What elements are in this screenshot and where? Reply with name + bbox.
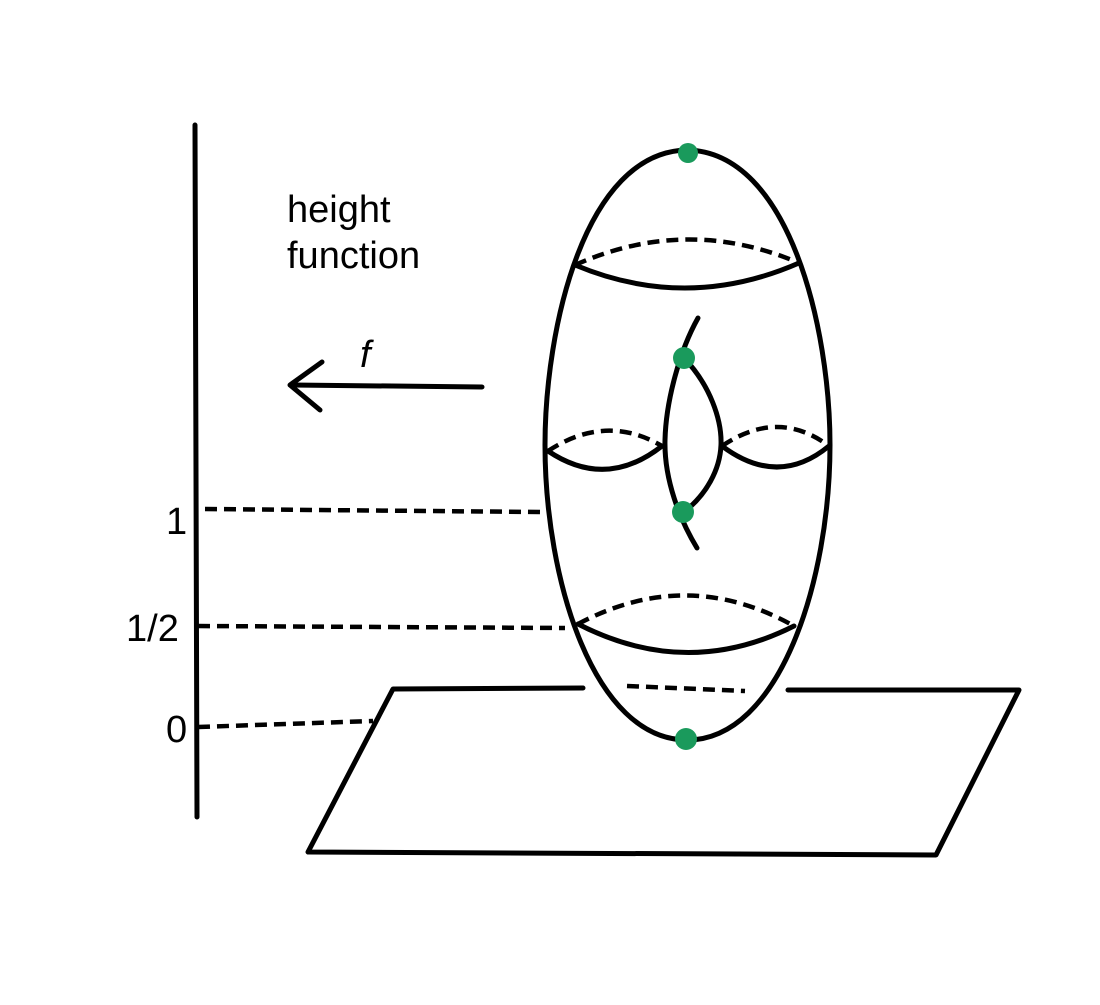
tick-label-1: 1 [166,501,188,543]
axis-title: height function [287,187,420,279]
lower-circle-back [576,593,796,628]
top-circle-back [574,237,800,268]
map-label-f: f [360,334,371,376]
critical-point-maximum [678,143,698,163]
lower-circle-front [575,621,797,655]
critical-point-saddle-lower [672,501,694,523]
tick-label-0: 0 [166,709,188,751]
critical-point-minimum [675,728,697,750]
critical-point-saddle-upper [673,347,695,369]
axis-title-line2: function [287,235,421,277]
axis-title-line1: height [287,189,391,231]
top-circle-front [572,260,802,291]
arrow-shaft [289,382,485,390]
mid-right-front [719,443,832,470]
level-line-1 [204,506,541,515]
hole-right [681,355,724,515]
level-line-half [197,623,566,631]
plane-hidden-edge [626,683,746,694]
level-line-0 [197,718,374,730]
plane [305,685,1022,858]
mid-left-back [546,428,664,453]
tick-label-half: 1/2 [126,608,179,650]
height-axis [192,122,200,820]
mid-right-back [720,424,831,448]
mid-left-front [545,443,665,472]
arrow-head [287,359,325,413]
